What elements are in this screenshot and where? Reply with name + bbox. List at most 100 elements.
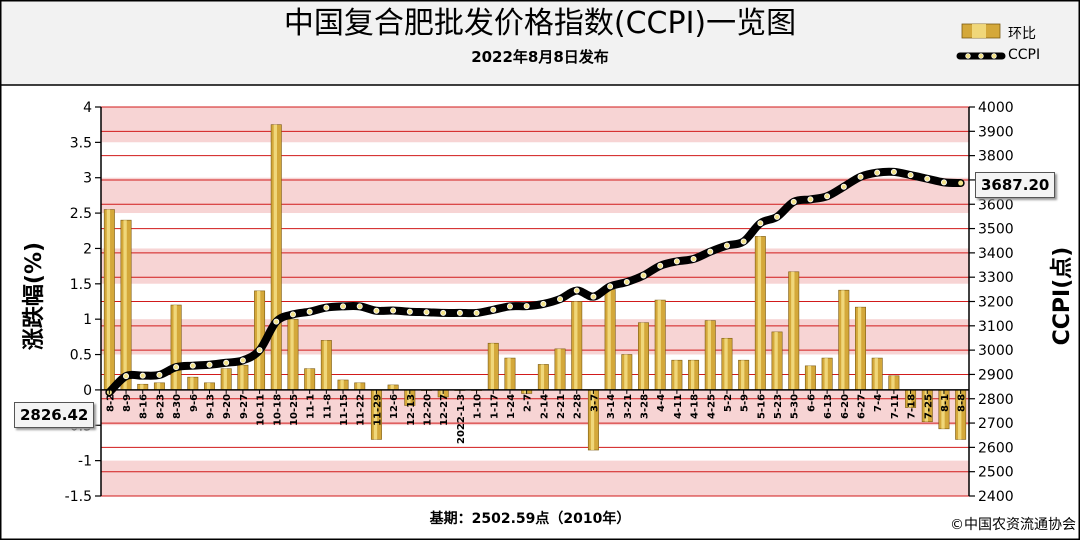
- x-tick-label: 11-1: [306, 394, 317, 419]
- x-tick-label: 7-25: [923, 394, 934, 419]
- ccpi-point: [123, 373, 130, 380]
- chart-title: 中国复合肥批发价格指数(CCPI)一览图: [283, 6, 797, 41]
- x-tick-label: 3-28: [640, 394, 651, 419]
- bar-highlight: [106, 209, 111, 390]
- ccpi-point: [907, 172, 914, 179]
- bar-highlight: [624, 354, 628, 390]
- legend-line-marker: [978, 53, 984, 59]
- bar-highlight: [891, 375, 895, 390]
- y-right-tick-label: 3000: [978, 343, 1014, 359]
- y-left-tick-label: 4: [83, 100, 92, 116]
- grid-band: [101, 425, 969, 461]
- grid-band: [101, 319, 969, 355]
- x-tick-label: 9-27: [239, 394, 250, 419]
- x-tick-label: 5-2: [723, 394, 734, 412]
- ccpi-point: [206, 361, 213, 368]
- ccpi-point: [874, 169, 881, 176]
- ccpi-point: [189, 362, 196, 369]
- ccpi-point: [156, 371, 163, 378]
- bar-highlight: [674, 360, 678, 390]
- x-tick-label: 3-7: [589, 394, 600, 412]
- x-tick-label: 12-6: [389, 394, 400, 419]
- x-tick-label: 6-20: [840, 394, 851, 419]
- y-right-tick-label: 3800: [978, 149, 1014, 165]
- bar-highlight: [256, 290, 261, 390]
- y-axis-left-title: 涨跌幅(%): [22, 241, 47, 351]
- x-tick-label: 7-18: [907, 394, 918, 419]
- bar-highlight: [607, 289, 611, 390]
- y-right-tick-label: 3100: [978, 319, 1014, 335]
- x-tick-label: 11-22: [356, 394, 367, 426]
- bar-highlight: [140, 384, 144, 390]
- y-left-tick-label: -1: [78, 454, 92, 470]
- bar-highlight: [941, 389, 945, 429]
- legend-bar-highlight: [972, 24, 986, 38]
- y-right-tick-label: 2500: [978, 465, 1014, 481]
- ccpi-point: [139, 372, 146, 379]
- ccpi-point: [673, 258, 680, 265]
- y-right-tick-label: 3300: [978, 270, 1014, 286]
- bar-highlight: [807, 365, 812, 390]
- y-left-tick-label: 3: [83, 171, 92, 187]
- ccpi-point: [890, 168, 897, 175]
- x-tick-label: 10-25: [289, 394, 300, 426]
- x-tick-label: 6-27: [857, 394, 868, 419]
- ccpi-point: [707, 248, 714, 255]
- y-right-tick-label: 2900: [978, 367, 1014, 383]
- ccpi-point: [306, 308, 313, 315]
- x-tick-label: 1-10: [473, 394, 484, 419]
- bar-highlight: [841, 290, 845, 390]
- bar-highlight: [373, 389, 378, 440]
- x-tick-label: 12-27: [439, 394, 450, 426]
- bar-highlight: [190, 377, 194, 390]
- x-tick-label: 6-13: [823, 394, 834, 419]
- x-tick-label: 3-14: [606, 394, 617, 419]
- bar-highlight: [557, 348, 561, 390]
- ccpi-point: [640, 272, 647, 279]
- bar-highlight: [958, 389, 962, 440]
- end-point-marker: [957, 179, 965, 187]
- y-right-tick-label: 2800: [978, 392, 1014, 408]
- x-tick-label: 8-23: [155, 394, 166, 419]
- x-tick-label: 7-11: [890, 394, 901, 419]
- x-tick-label: 2-28: [573, 394, 584, 419]
- bar-highlight: [290, 319, 294, 390]
- x-tick-label: 8-30: [172, 394, 183, 419]
- ccpi-point: [774, 213, 781, 220]
- ccpi-point: [757, 220, 764, 227]
- x-tick-label: 4-18: [690, 394, 701, 419]
- ccpi-point: [506, 303, 513, 310]
- bar-highlight: [574, 301, 578, 390]
- grid-band: [101, 460, 969, 496]
- x-tick-label: 8-1: [940, 394, 951, 412]
- bar-highlight: [123, 220, 127, 390]
- legend-line-marker: [991, 53, 997, 59]
- bar-highlight: [440, 389, 444, 397]
- bar-highlight: [757, 236, 762, 390]
- ccpi-point: [323, 304, 330, 311]
- x-tick-label: 2-14: [539, 394, 550, 419]
- legend-label-bar: 环比: [1008, 26, 1036, 42]
- y-right-tick-label: 3500: [978, 222, 1014, 238]
- ccpi-point: [406, 308, 413, 315]
- ccpi-point: [423, 309, 430, 316]
- bar-highlight: [924, 389, 928, 422]
- x-tick-label: 10-18: [272, 394, 283, 426]
- bar-highlight: [791, 271, 795, 390]
- y-right-tick-label: 2400: [978, 489, 1014, 505]
- bar-highlight: [490, 343, 494, 390]
- bar-highlight: [590, 389, 595, 451]
- y-right-tick-label: 3400: [978, 246, 1014, 262]
- bar-highlight: [273, 124, 277, 390]
- bar-highlight: [223, 368, 227, 390]
- bar-highlight: [323, 340, 328, 390]
- end-value-callout: 3687.20: [975, 172, 1056, 198]
- grid-band: [101, 107, 969, 143]
- ccpi-point: [807, 196, 814, 203]
- y-left-tick-label: 1.5: [70, 277, 92, 293]
- x-tick-label: 3-21: [623, 394, 634, 419]
- base-period-note: 基期：2502.59点（2010年）: [429, 511, 631, 527]
- ccpi-point: [690, 255, 697, 262]
- ccpi-point: [623, 279, 630, 286]
